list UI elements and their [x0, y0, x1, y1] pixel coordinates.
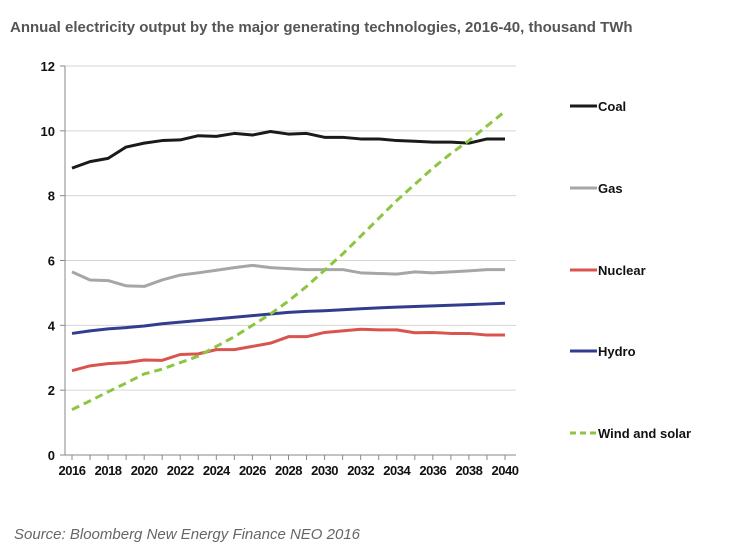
series-line-nuclear — [71, 327, 505, 373]
series-line-wind-and-solar — [71, 110, 506, 411]
x-tick-label: 2036 — [419, 463, 446, 478]
y-tick-label: 4 — [48, 318, 56, 333]
x-tick-label: 2028 — [275, 463, 302, 478]
x-tick-label: 2032 — [347, 463, 374, 478]
x-tick-label: 2020 — [131, 463, 158, 478]
x-tick-label: 2040 — [492, 463, 519, 478]
x-tick-label: 2026 — [239, 463, 266, 478]
chart-title: Annual electricity output by the major g… — [10, 19, 633, 36]
y-tick-label: 6 — [48, 254, 55, 269]
series-line-hydro — [71, 301, 506, 335]
legend-label: Wind and solar — [598, 426, 691, 441]
x-tick-label: 2024 — [203, 463, 231, 478]
y-tick-label: 0 — [48, 448, 55, 463]
y-tick-label: 8 — [48, 189, 55, 204]
x-tick-label: 2038 — [455, 463, 482, 478]
x-tick-label: 2018 — [95, 463, 122, 478]
legend-label: Hydro — [598, 344, 636, 359]
y-tick-label: 2 — [48, 383, 55, 398]
series-line-gas — [71, 263, 505, 288]
legend-label: Coal — [598, 99, 626, 114]
series-line-coal — [71, 129, 505, 170]
x-tick-label: 2030 — [311, 463, 338, 478]
chart-source: Source: Bloomberg New Energy Finance NEO… — [14, 526, 361, 543]
x-tick-label: 2034 — [383, 463, 411, 478]
x-tick-label: 2022 — [167, 463, 194, 478]
legend-label: Nuclear — [598, 263, 646, 278]
x-tick-label: 2016 — [59, 463, 86, 478]
legend-label: Gas — [598, 181, 623, 196]
y-tick-label: 10 — [41, 124, 55, 139]
y-tick-label: 12 — [41, 59, 55, 74]
